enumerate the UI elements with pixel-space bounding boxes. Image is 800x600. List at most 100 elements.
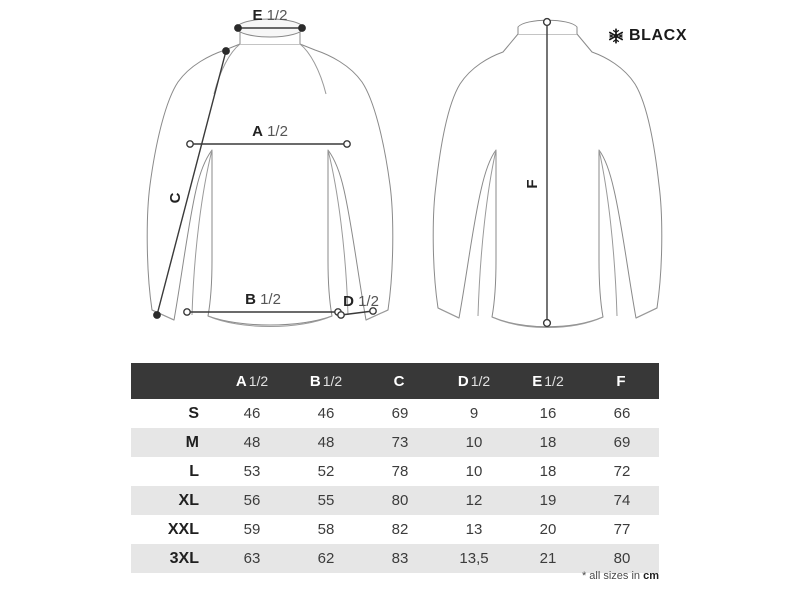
table-row: M 48 48 73 10 18 69 <box>131 428 659 457</box>
cell-d: 12 <box>465 492 483 509</box>
cell-c: 83 <box>391 550 409 567</box>
front-garment-illustration: E 1/2 A 1/2 B 1/2 C <box>146 10 394 327</box>
back-garment-illustration: F <box>432 17 663 328</box>
front-right-cuff <box>365 309 389 321</box>
measure-e-collar: E 1/2 <box>234 10 306 32</box>
measure-label-d: D 1/2 <box>343 293 379 310</box>
front-body-outline <box>146 43 394 326</box>
cell-a: 63 <box>243 550 261 567</box>
cell-d: 13 <box>465 521 483 538</box>
row-size-label: L <box>189 462 199 480</box>
units-footnote: * all sizes in cm <box>0 570 659 582</box>
row-size-label: 3XL <box>169 549 199 567</box>
cell-f: 66 <box>613 405 631 422</box>
measure-a-chest: A 1/2 <box>186 123 351 148</box>
measure-label-e: E 1/2 <box>252 10 287 24</box>
cell-c: 78 <box>391 463 409 480</box>
cell-f: 74 <box>613 492 631 509</box>
measure-f-length: F <box>524 17 552 328</box>
cell-e: 21 <box>539 550 557 567</box>
footnote-text: * all sizes in <box>581 570 644 582</box>
cell-d: 10 <box>465 463 483 480</box>
table-header-b: B 1/2 <box>289 363 363 399</box>
measure-label-b: B 1/2 <box>245 291 281 308</box>
header-fraction-b: 1/2 <box>322 372 343 389</box>
cell-c: 80 <box>391 492 409 509</box>
table-row: S 46 46 69 9 16 66 <box>131 399 659 428</box>
brand-logo: BLACX <box>608 28 687 44</box>
back-right-cuff <box>635 307 658 319</box>
measure-b-hem: B 1/2 <box>183 291 342 316</box>
measure-d-cuff: D 1/2 <box>337 293 379 319</box>
back-right-side-seam <box>598 149 618 317</box>
table-row: XL 56 55 80 12 19 74 <box>131 486 659 515</box>
header-fraction-a: 1/2 <box>248 372 269 389</box>
cell-b: 58 <box>317 521 335 538</box>
size-chart-table: A 1/2 B 1/2 C D 1/2 E 1/2 F <box>131 363 659 573</box>
front-right-side-seam <box>327 149 349 316</box>
cell-b: 55 <box>317 492 335 509</box>
cell-e: 18 <box>539 434 557 451</box>
header-letter-d: D <box>457 372 469 390</box>
row-size-label: M <box>185 433 199 451</box>
cell-f: 77 <box>613 521 631 538</box>
table-header-a: A 1/2 <box>215 363 289 399</box>
table-header-row: A 1/2 B 1/2 C D 1/2 E 1/2 F <box>131 363 659 399</box>
cell-e: 19 <box>539 492 557 509</box>
cell-a: 53 <box>243 463 261 480</box>
measure-label-c: C <box>167 192 184 203</box>
table-header-e: E 1/2 <box>511 363 585 399</box>
header-fraction-e: 1/2 <box>544 372 564 389</box>
measure-c-sleeve: C <box>153 47 230 319</box>
cell-a: 59 <box>243 521 261 538</box>
header-fraction-d: 1/2 <box>470 372 491 389</box>
cell-f: 69 <box>613 434 631 451</box>
cell-c: 69 <box>391 405 409 422</box>
header-letter-c: C <box>393 372 405 390</box>
measure-label-f: F <box>524 179 541 188</box>
front-left-side-seam <box>191 149 213 316</box>
table-header-f: F <box>585 363 659 399</box>
table-header-size <box>131 363 215 399</box>
row-size-label: S <box>188 404 199 422</box>
cell-f: 80 <box>613 550 631 567</box>
back-left-side-seam <box>477 149 497 317</box>
row-size-label: XXL <box>167 520 199 538</box>
table-header-c: C <box>363 363 437 399</box>
snowflake-icon <box>608 28 624 44</box>
header-letter-a: A <box>235 372 247 390</box>
cell-b: 62 <box>317 550 335 567</box>
row-size-label: XL <box>178 491 199 509</box>
cell-c: 73 <box>391 434 409 451</box>
cell-d: 10 <box>465 434 483 451</box>
header-letter-f: F <box>616 372 626 390</box>
front-right-shoulder-seam <box>299 43 327 95</box>
cell-d: 9 <box>469 405 479 422</box>
cell-a: 46 <box>243 405 261 422</box>
cell-a: 48 <box>243 434 261 451</box>
cell-f: 72 <box>613 463 631 480</box>
cell-a: 56 <box>243 492 261 509</box>
table-row: 3XL 63 62 83 13,5 21 80 <box>131 544 659 573</box>
table-body: S 46 46 69 9 16 66 M 48 48 73 10 18 69 L… <box>131 399 659 573</box>
cell-b: 52 <box>317 463 335 480</box>
cell-e: 20 <box>539 521 557 538</box>
table-header: A 1/2 B 1/2 C D 1/2 E 1/2 F <box>131 363 659 399</box>
table-header-d: D 1/2 <box>437 363 511 399</box>
measure-label-a: A 1/2 <box>252 123 288 140</box>
back-left-cuff <box>437 307 460 319</box>
table-row: L 53 52 78 10 18 72 <box>131 457 659 486</box>
cell-d: 13,5 <box>459 550 489 567</box>
header-letter-e: E <box>532 372 543 390</box>
cell-e: 18 <box>539 463 557 480</box>
front-hem-curve <box>207 315 333 327</box>
footnote-unit: cm <box>643 570 659 582</box>
brand-wordmark: BLACX <box>629 27 688 44</box>
cell-e: 16 <box>539 405 557 422</box>
cell-b: 48 <box>317 434 335 451</box>
cell-b: 46 <box>317 405 335 422</box>
back-hem-curve <box>491 316 604 328</box>
header-letter-b: B <box>309 372 321 390</box>
cell-c: 82 <box>391 521 409 538</box>
